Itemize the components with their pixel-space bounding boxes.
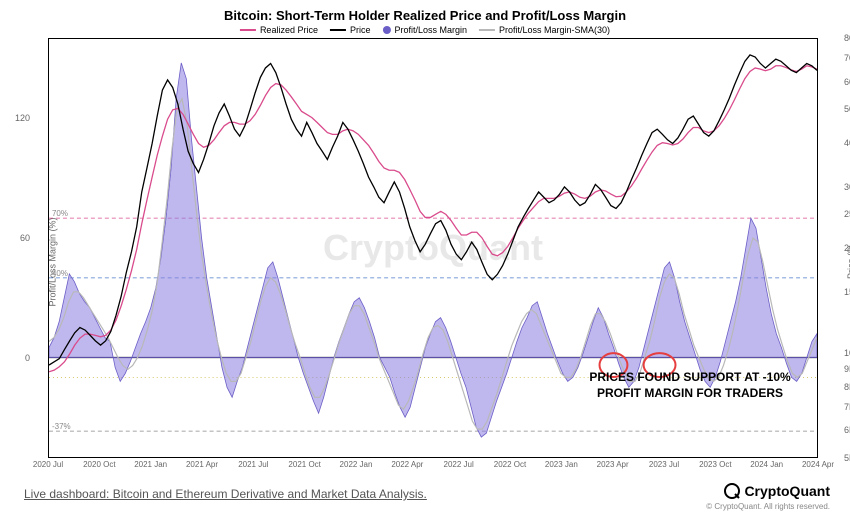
xtick: 2021 Jul [238, 460, 268, 469]
xtick: 2022 Jan [340, 460, 373, 469]
ytick-right: 20K [844, 243, 850, 253]
legend-swatch-margin [382, 26, 390, 34]
ytick-right: 9K [844, 364, 850, 374]
xtick: 2022 Apr [391, 460, 423, 469]
xtick: 2024 Jan [750, 460, 783, 469]
legend-label: Profit/Loss Margin-SMA(30) [499, 25, 610, 35]
legend-swatch-realized [240, 29, 256, 31]
footer-copyright: © CryptoQuant. All rights reserved. [706, 502, 830, 511]
legend-swatch-sma [479, 29, 495, 31]
ytick-right: 8K [844, 382, 850, 392]
xtick: 2020 Oct [83, 460, 115, 469]
ytick-right: 5K [844, 453, 850, 463]
ytick-left: 120 [15, 113, 30, 123]
chart-title: Bitcoin: Short-Term Holder Realized Pric… [224, 8, 626, 23]
legend-label: Price [350, 25, 371, 35]
legend: Realized Price Price Profit/Loss Margin … [240, 25, 610, 35]
xtick: 2023 Oct [699, 460, 731, 469]
xtick: 2021 Jan [134, 460, 167, 469]
xtick: 2022 Oct [494, 460, 526, 469]
legend-label: Realized Price [260, 25, 318, 35]
ytick-right: 80K [844, 33, 850, 43]
ytick-right: 30K [844, 182, 850, 192]
xtick: 2023 Apr [597, 460, 629, 469]
xtick: 2022 Jul [444, 460, 474, 469]
ytick-right: 7K [844, 402, 850, 412]
annotation-text: PRICES FOUND SUPPORT AT -10% PROFIT MARG… [570, 370, 810, 401]
logo-icon [724, 483, 740, 499]
legend-label: Profit/Loss Margin [394, 25, 467, 35]
svg-text:40%: 40% [52, 269, 68, 278]
ytick-right: 25K [844, 209, 850, 219]
legend-swatch-price [330, 29, 346, 31]
ytick-right: 40K [844, 138, 850, 148]
footer-logo-text: CryptoQuant [744, 483, 830, 499]
footer-logo: CryptoQuant [724, 483, 830, 499]
footer-dashboard-link[interactable]: Live dashboard: Bitcoin and Ethereum Der… [24, 487, 427, 501]
xtick: 2021 Oct [288, 460, 320, 469]
ytick-right: 10K [844, 348, 850, 358]
xtick: 2023 Jul [649, 460, 679, 469]
ytick-right: 15K [844, 287, 850, 297]
xtick: 2024 Apr [802, 460, 834, 469]
ytick-right: 6K [844, 425, 850, 435]
xtick: 2021 Apr [186, 460, 218, 469]
xtick: 2020 Jul [33, 460, 63, 469]
ytick-right: 70K [844, 53, 850, 63]
ytick-right: 50K [844, 104, 850, 114]
svg-text:-37%: -37% [52, 422, 71, 431]
ytick-left: 0 [25, 353, 30, 363]
svg-text:70%: 70% [52, 209, 68, 218]
xtick: 2023 Jan [545, 460, 578, 469]
ytick-left: 60 [20, 233, 30, 243]
ytick-right: 60K [844, 77, 850, 87]
